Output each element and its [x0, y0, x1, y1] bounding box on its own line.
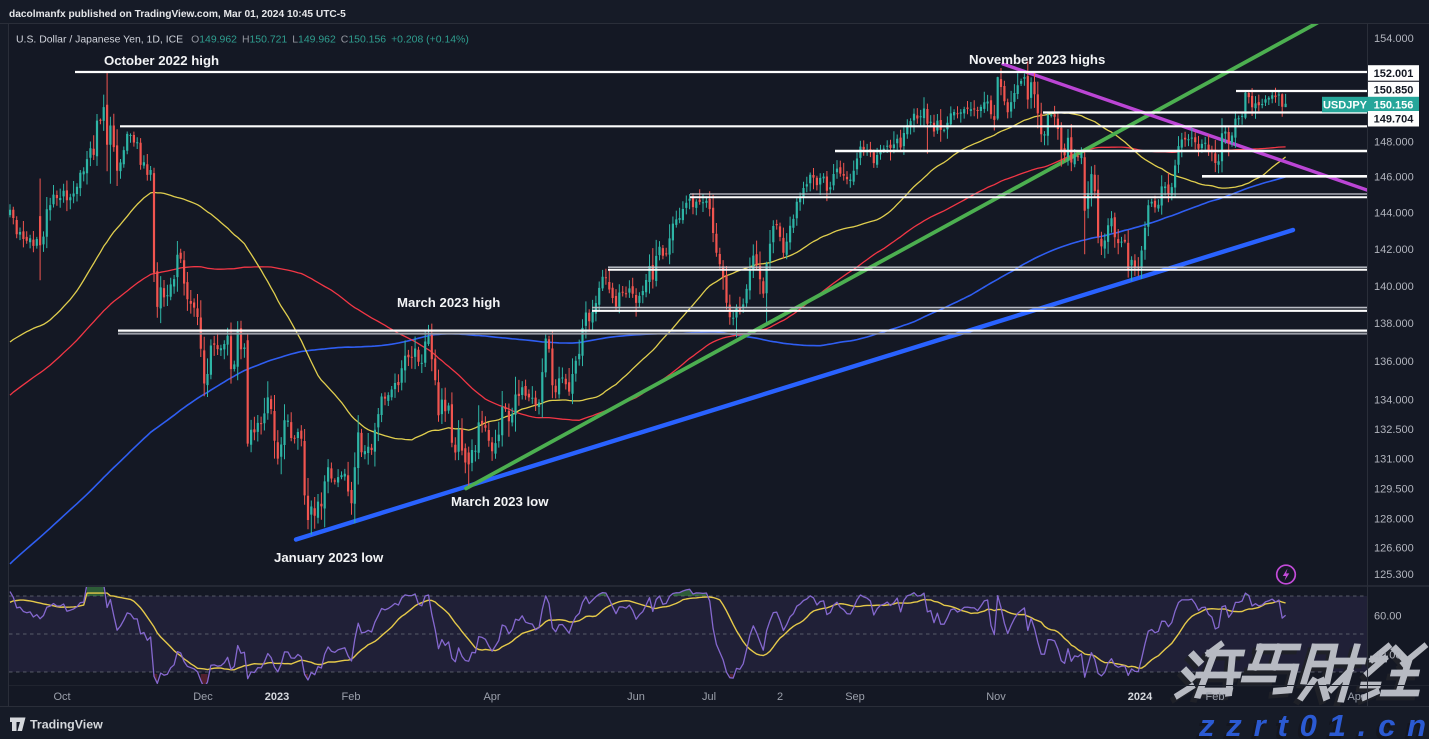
svg-text:USDJPY: USDJPY — [1323, 100, 1368, 112]
svg-text:Oct: Oct — [53, 691, 70, 703]
svg-text:150.156: 150.156 — [1374, 100, 1414, 112]
svg-text:126.600: 126.600 — [1374, 542, 1414, 554]
svg-text:40.00: 40.00 — [1374, 650, 1402, 662]
svg-text:Jun: Jun — [627, 691, 645, 703]
svg-text:148.000: 148.000 — [1374, 136, 1414, 148]
svg-text:Nov: Nov — [986, 691, 1006, 703]
svg-text:150.850: 150.850 — [1374, 85, 1414, 97]
svg-text:134.000: 134.000 — [1374, 395, 1414, 407]
svg-text:March 2023 low: March 2023 low — [451, 494, 549, 509]
svg-text:Feb: Feb — [342, 691, 361, 703]
svg-text:140.000: 140.000 — [1374, 281, 1414, 293]
svg-text:dacolmanfx published on Tradin: dacolmanfx published on TradingView.com,… — [9, 9, 346, 20]
svg-text:January 2023 low: January 2023 low — [274, 550, 384, 565]
svg-text:136.000: 136.000 — [1374, 356, 1414, 368]
svg-text:125.300: 125.300 — [1374, 569, 1414, 581]
svg-text:128.000: 128.000 — [1374, 514, 1414, 526]
svg-text:Apr: Apr — [483, 691, 500, 703]
svg-text:152.001: 152.001 — [1374, 68, 1414, 80]
svg-text:132.500: 132.500 — [1374, 424, 1414, 436]
svg-text:129.500: 129.500 — [1374, 483, 1414, 495]
svg-text:Feb: Feb — [1206, 691, 1225, 703]
svg-text:October 2022 high: October 2022 high — [104, 53, 219, 68]
svg-text:2023: 2023 — [265, 691, 289, 703]
svg-text:2: 2 — [777, 691, 783, 703]
svg-text:144.000: 144.000 — [1374, 208, 1414, 220]
svg-text:Sep: Sep — [845, 691, 865, 703]
svg-text:60.00: 60.00 — [1374, 611, 1402, 623]
svg-text:U.S. Dollar / Japanese Yen, 1D: U.S. Dollar / Japanese Yen, 1D, ICE O149.… — [16, 35, 469, 46]
svg-text:Apr: Apr — [1347, 691, 1364, 703]
svg-text:TradingView: TradingView — [30, 718, 103, 732]
svg-text:zzrt01.cn: zzrt01.cn — [1195, 711, 1429, 739]
svg-text:146.000: 146.000 — [1374, 172, 1414, 184]
svg-text:Jul: Jul — [702, 691, 716, 703]
svg-text:March 2023 high: March 2023 high — [397, 295, 500, 310]
svg-text:138.000: 138.000 — [1374, 318, 1414, 330]
svg-text:Dec: Dec — [193, 691, 213, 703]
svg-text:149.704: 149.704 — [1374, 114, 1415, 126]
svg-text:131.000: 131.000 — [1374, 454, 1414, 466]
svg-text:zzrt01.cn: zzrt01.cn — [1198, 708, 1429, 739]
svg-text:2024: 2024 — [1128, 691, 1153, 703]
svg-text:142.000: 142.000 — [1374, 244, 1414, 256]
svg-text:November 2023 highs: November 2023 highs — [969, 52, 1105, 67]
svg-text:154.000: 154.000 — [1374, 33, 1414, 45]
